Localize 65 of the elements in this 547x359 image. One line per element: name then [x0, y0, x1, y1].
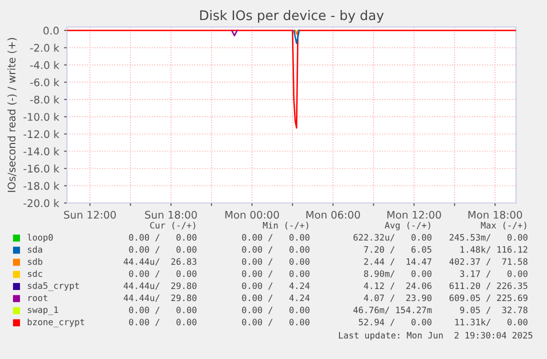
text: 0.00 / 0.00 [129, 234, 196, 242]
text: 44.44u/ 29.80 [124, 282, 196, 290]
line-series [67, 30, 516, 129]
y-axis-title: IOs/second read (-) / write (+) [7, 38, 17, 192]
text: 0.00 / 0.00 [242, 318, 310, 326]
x-tick-label: Sun 18:00 [145, 210, 197, 219]
chart-title: Disk IOs per device - by day [200, 10, 384, 23]
x-tick-label: Mon 06:00 [306, 210, 360, 219]
text: Max (-/+) [480, 222, 526, 230]
y-tick-label: -6.0 k [30, 78, 60, 86]
text: 11.31k/ 0.00 [455, 318, 528, 326]
legend-label: sda5_crypt [28, 282, 79, 291]
text: 44.44u/ 29.80 [124, 294, 196, 302]
text: 0.00 / 0.00 [129, 246, 196, 254]
legend-label: sdb [28, 258, 42, 265]
legend-label: sdc [28, 270, 42, 277]
text: 0.00 / 0.00 [129, 318, 196, 326]
y-tick-label: -10.0 k [24, 112, 60, 121]
y-tick-label: -2.0 k [30, 44, 60, 52]
x-tick-label: Mon 00:00 [225, 210, 279, 219]
text: 0.00 / 4.24 [242, 282, 310, 290]
text: 402.37 / 71.58 [449, 258, 528, 266]
text: 609.05 / 225.69 [450, 294, 528, 302]
text: Avg (-/+) [384, 222, 430, 230]
text: 4.12 / 24.06 [364, 282, 432, 290]
text: 0.00 / 4.24 [242, 294, 310, 302]
legend-label: root [28, 294, 48, 302]
text: 0.00 / 0.00 [242, 270, 310, 278]
text: 46.76m/ 154.27m [353, 306, 432, 314]
text: 44.44u/ 26.83 [124, 258, 196, 266]
text: 622.32u/ 0.00 [354, 234, 432, 242]
legend-label: loop0 [28, 234, 53, 242]
text: 245.53m/ 0.00 [450, 234, 528, 242]
text: 52.94 / 0.00 [358, 318, 432, 326]
y-tick-label: -20.0 k [24, 199, 60, 208]
text: Last update: Mon Jun 2 19:30:04 2025 [339, 332, 532, 340]
y-tick-label: 0.0 [43, 26, 59, 35]
legend-label: swap_1 [28, 306, 58, 315]
y-tick-label: -12.0 k [24, 130, 60, 138]
x-tick-label: Mon 12:00 [387, 210, 441, 219]
text: 2.44 / 14.47 [364, 258, 432, 266]
legend-label: sda [28, 246, 42, 253]
text: 0.00 / 0.00 [242, 306, 310, 314]
text: 0.00 / 0.00 [242, 258, 310, 266]
text: 3.17 / 0.00 [460, 270, 528, 278]
text: 1.48k/ 116.12 [460, 246, 528, 254]
text: 9.05 / 32.78 [460, 306, 528, 314]
text: Cur (-/+) [150, 222, 196, 230]
text: Min (-/+) [262, 222, 308, 230]
y-tick-label: -18.0 k [24, 182, 60, 190]
legend-label: bzone_crypt [28, 318, 84, 328]
text: 0.00 / 0.00 [242, 246, 310, 254]
text: 8.90m/ 0.00 [364, 270, 432, 278]
text: 0.00 / 0.00 [242, 234, 310, 242]
y-tick-label: -8.0 k [30, 96, 60, 104]
text: 7.20 / 6.05 [364, 246, 432, 254]
text: 0.00 / 0.00 [129, 270, 196, 278]
y-tick-label: -14.0 k [24, 147, 60, 156]
y-tick-label: -4.0 k [30, 61, 60, 70]
y-tick-label: -16.0 k [24, 164, 60, 173]
text: 4.07 / 23.90 [364, 294, 432, 302]
text: 0.00 / 0.00 [129, 306, 196, 314]
x-tick-label: Sun 12:00 [64, 210, 116, 219]
x-tick-label: Mon 18:00 [468, 210, 522, 219]
text: 611.20 / 226.35 [450, 282, 528, 290]
